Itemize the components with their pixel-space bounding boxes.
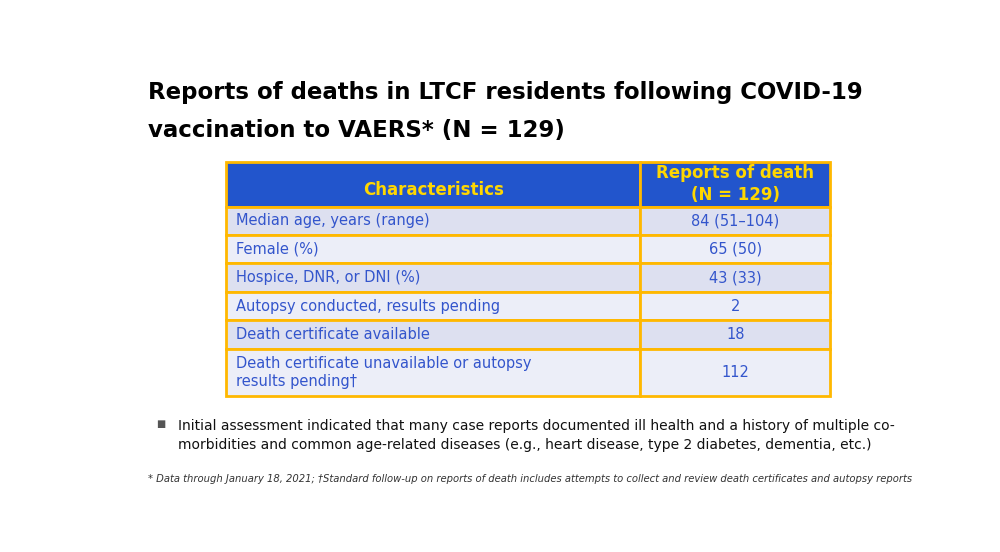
Text: Hospice, DNR, or DNI (%): Hospice, DNR, or DNI (%)	[236, 270, 420, 285]
Bar	[640, 349, 830, 396]
Bar	[640, 292, 830, 320]
Text: Reports of death
(N = 129): Reports of death (N = 129)	[656, 164, 814, 204]
Text: 84 (51–104): 84 (51–104)	[691, 213, 779, 228]
Bar	[226, 320, 640, 349]
Bar	[226, 349, 640, 396]
Bar	[226, 292, 640, 320]
Text: Female (%): Female (%)	[236, 242, 318, 257]
Text: 18: 18	[726, 327, 745, 342]
Bar	[226, 263, 640, 292]
Text: vaccination to VAERS* (N = 129): vaccination to VAERS* (N = 129)	[148, 119, 565, 142]
Bar	[640, 263, 830, 292]
Text: 2: 2	[731, 299, 740, 314]
Bar	[226, 162, 640, 206]
Text: * Data through January 18, 2021; †Standard follow-up on reports of death include: * Data through January 18, 2021; †Standa…	[148, 474, 912, 484]
Text: Characteristics: Characteristics	[363, 181, 504, 199]
Bar	[226, 235, 640, 263]
Bar	[226, 206, 640, 235]
Text: Death certificate available: Death certificate available	[236, 327, 430, 342]
Bar	[640, 320, 830, 349]
Text: Initial assessment indicated that many case reports documented ill health and a : Initial assessment indicated that many c…	[178, 419, 894, 452]
Text: 43 (33): 43 (33)	[709, 270, 762, 285]
Bar	[640, 162, 830, 206]
Text: Autopsy conducted, results pending: Autopsy conducted, results pending	[236, 299, 500, 314]
Text: Median age, years (range): Median age, years (range)	[236, 213, 429, 228]
Bar	[640, 206, 830, 235]
Text: ■: ■	[156, 419, 165, 429]
Text: 65 (50): 65 (50)	[709, 242, 762, 257]
Text: Death certificate unavailable or autopsy
results pending†: Death certificate unavailable or autopsy…	[236, 356, 531, 389]
Bar	[640, 235, 830, 263]
Text: Reports of deaths in LTCF residents following COVID-19: Reports of deaths in LTCF residents foll…	[148, 81, 863, 104]
Text: 112: 112	[721, 365, 749, 380]
